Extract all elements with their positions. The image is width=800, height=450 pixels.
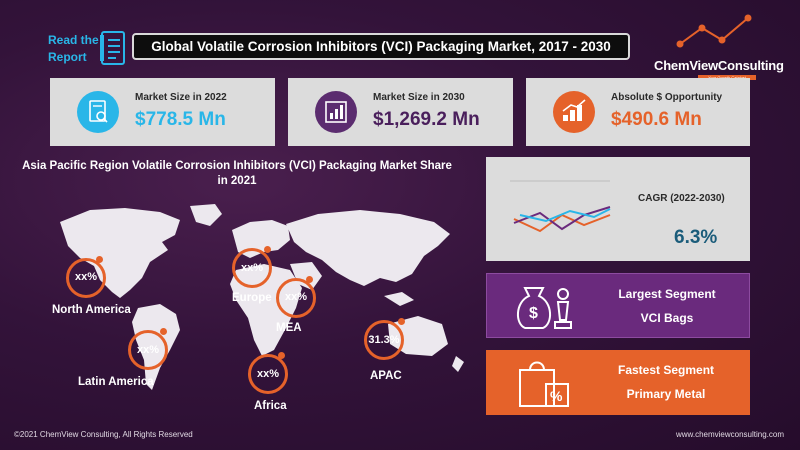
africa-label: Africa — [254, 400, 287, 412]
stat-card-absolute-opportunity: Absolute $ Opportunity $490.6 Mn — [526, 78, 750, 146]
largest-segment-title: Largest Segment — [618, 287, 716, 301]
fastest-segment-title: Fastest Segment — [617, 363, 715, 377]
stat-card-market-2030: Market Size in 2030 $1,269.2 Mn — [288, 78, 513, 146]
region-section-title: Asia Pacific Region Volatile Corrosion I… — [22, 160, 452, 187]
svg-text:$: $ — [529, 305, 538, 322]
logo-name: ChemViewConsulting — [654, 58, 784, 73]
latin-america-value: xx% — [136, 344, 160, 356]
money-growth-icon — [553, 91, 595, 133]
europe-value: xx% — [240, 262, 264, 274]
read-report-link[interactable]: Read the Report — [48, 30, 128, 66]
mea-dot — [306, 276, 313, 283]
largest-segment-value: VCI Bags — [640, 311, 694, 325]
bar-chart-icon — [315, 91, 357, 133]
europe-ring — [232, 248, 272, 288]
africa-value: xx% — [256, 368, 280, 380]
mea-label: MEA — [276, 322, 302, 334]
north-america-ring — [66, 258, 106, 298]
apac-label: APAC — [370, 370, 402, 382]
latin-america-ring — [128, 330, 168, 370]
document-chart-icon — [77, 91, 119, 133]
stat-value: $490.6 Mn — [611, 109, 702, 130]
mea-ring — [276, 278, 316, 318]
stat-value: $1,269.2 Mn — [373, 109, 480, 130]
apac-ring — [364, 320, 404, 360]
largest-segment-card: $ Largest Segment VCI Bags — [486, 273, 750, 338]
report-document-icon — [100, 31, 125, 65]
cagr-label: CAGR (2022-2030) — [638, 193, 725, 204]
shopping-bag-percent-icon: % — [519, 361, 569, 407]
company-logo: ChemViewConsulting Your Growth Catalyst — [650, 12, 784, 82]
stat-label: Market Size in 2030 — [373, 92, 465, 103]
trend-lines-icon — [510, 180, 611, 233]
logo-tagline: Your Growth Catalyst — [698, 75, 756, 80]
north-america-value: xx% — [74, 271, 98, 283]
stat-card-market-2022: Market Size in 2022 $778.5 Mn — [50, 78, 275, 146]
cagr-card: CAGR (2022-2030) 6.3% — [486, 157, 750, 261]
stat-label: Absolute $ Opportunity — [611, 92, 723, 103]
europe-dot — [264, 246, 271, 253]
stat-label: Market Size in 2022 — [135, 92, 227, 103]
apac-value: 31.3% — [368, 334, 400, 346]
north-america-label: North America — [52, 304, 131, 316]
svg-text:%: % — [550, 388, 563, 404]
africa-dot — [278, 352, 285, 359]
europe-label: Europe — [232, 292, 272, 304]
page-title: Global Volatile Corrosion Inhibitors (VC… — [132, 33, 630, 60]
footer-copyright: ©2021 ChemView Consulting, All Rights Re… — [14, 430, 193, 439]
money-bag-chess-icon: $ — [517, 287, 572, 329]
logo-trend-graphic — [676, 14, 752, 48]
latin-america-dot — [160, 328, 167, 335]
read-report-line2: Report — [48, 50, 87, 64]
cagr-value: 6.3% — [674, 227, 718, 248]
apac-dot — [398, 318, 405, 325]
read-report-line1: Read the — [48, 33, 99, 47]
footer-website-link[interactable]: www.chemviewconsulting.com — [675, 430, 784, 439]
latin-america-label: Latin America — [78, 376, 154, 388]
world-map: xx% North America xx% Europe xx% MEA xx%… — [50, 200, 470, 400]
fastest-segment-value: Primary Metal — [626, 387, 706, 401]
north-america-dot — [96, 256, 103, 263]
mea-value: xx% — [284, 291, 308, 303]
africa-ring — [248, 354, 288, 394]
fastest-segment-card: % Fastest Segment Primary Metal — [486, 350, 750, 415]
stat-value: $778.5 Mn — [135, 109, 226, 130]
